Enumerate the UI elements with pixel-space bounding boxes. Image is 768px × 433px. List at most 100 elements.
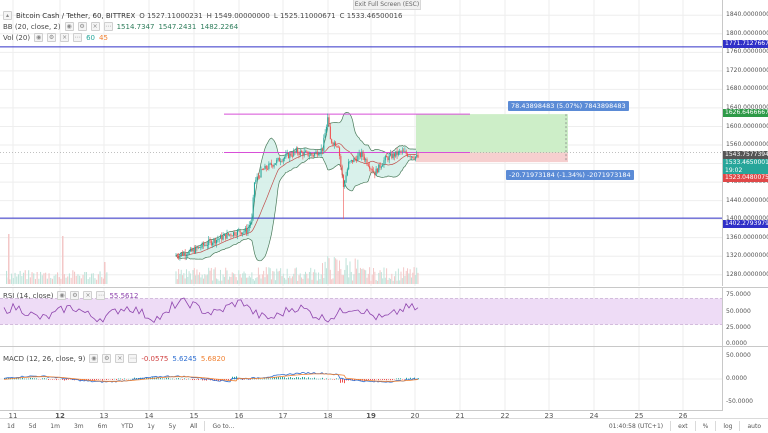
goto-button[interactable]: Go to... [205,423,241,430]
more-icon[interactable]: ⋯ [104,22,113,31]
range-button-3m[interactable]: 3m [67,423,91,430]
volume-bar [357,260,358,284]
visibility-icon[interactable]: ◉ [34,33,43,42]
more-icon[interactable]: ⋯ [128,354,137,363]
macd-histogram-bar [290,377,291,379]
volume-bar [21,276,22,284]
candle-body [391,154,392,159]
volume-bar [16,276,17,284]
volume-bar [292,276,293,284]
range-button-5d[interactable]: 5d [22,423,44,430]
bb-value-1: 1514.7347 [117,23,155,31]
close-icon[interactable]: × [60,33,69,42]
collapse-icon[interactable]: ▴ [3,11,12,20]
macd-histogram-bar [176,378,177,379]
more-icon[interactable]: ⋯ [96,291,105,300]
candle-body [270,163,271,164]
range-button-1d[interactable]: 1d [0,423,22,430]
candle-body [335,142,336,146]
candle-body [185,253,186,256]
bb-value-2: 1547.2431 [158,23,196,31]
macd-histogram-bar [158,378,159,379]
candle-body [181,253,182,255]
volume-bar [216,279,217,284]
vol-value-2: 45 [99,34,108,42]
visibility-icon[interactable]: ◉ [89,354,98,363]
volume-bar [276,269,277,284]
volume-bar [318,272,319,284]
macd-histogram-bar [244,379,245,380]
macd-histogram-bar [382,379,383,380]
scale-button-log[interactable]: log [716,423,739,430]
candle-body [285,154,286,157]
close-icon[interactable]: × [91,22,100,31]
macd-histogram-bar [188,379,189,380]
volume-bar [213,269,214,284]
macd-histogram-bar [292,378,293,379]
candle-body [361,152,362,157]
volume-bar [412,273,413,284]
macd-histogram-bar [370,379,371,380]
scale-button-auto[interactable]: auto [740,423,768,430]
volume-bar [389,278,390,284]
visibility-icon[interactable]: ◉ [65,22,74,31]
volume-bar [249,276,250,284]
price-tick-label: 1680.00000000 [726,85,768,92]
macd-histogram-bar [182,379,183,380]
candle-body [254,182,255,197]
candle-body [415,157,416,159]
candle-body [183,253,184,255]
stop-callout: -20.71973184 (-1.34%) -2071973184 [506,170,634,180]
scale-button-ext[interactable]: ext [671,423,695,430]
close-icon[interactable]: × [115,354,124,363]
volume-bar [272,271,273,284]
volume-bar [267,274,268,284]
candle-body [280,161,281,162]
macd-histogram-bar [184,378,185,379]
exit-fullscreen-button[interactable]: Exit Full Screen (ESC) [353,0,421,10]
range-button-all[interactable]: All [183,423,204,430]
settings-icon[interactable]: ⚙ [70,291,79,300]
candle-body [338,147,339,148]
settings-icon[interactable]: ⚙ [102,354,111,363]
volume-bar [376,280,377,284]
macd-histogram-bar [112,379,113,380]
volume-bar [74,272,75,284]
volume-bar [326,268,327,284]
volume-bar [283,274,284,284]
price-pane[interactable] [0,0,722,286]
visibility-icon[interactable]: ◉ [57,291,66,300]
price-axis[interactable]: 1840.000000001800.000000001760.000000001… [722,0,768,286]
settings-icon[interactable]: ⚙ [78,22,87,31]
candle-body [224,234,225,236]
volume-bar [266,267,267,284]
range-button-ytd[interactable]: YTD [114,423,140,430]
candle-body [259,177,260,178]
macd-histogram-bar [404,379,405,380]
volume-bar [49,273,50,284]
scale-button-percent[interactable]: % [696,423,716,430]
volume-bar [408,273,409,284]
range-button-5y[interactable]: 5y [162,423,183,430]
volume-bar [33,273,34,284]
range-button-6m[interactable]: 6m [91,423,115,430]
volume-bar [334,257,335,284]
candle-body [288,153,289,158]
close-icon[interactable]: × [83,291,92,300]
macd-histogram-bar [42,378,43,379]
volume-bar [351,272,352,284]
volume-bar [229,277,230,284]
candle-body [175,255,176,256]
volume-bar [278,271,279,284]
volume-bar [254,281,255,284]
range-button-1y[interactable]: 1y [140,423,161,430]
settings-icon[interactable]: ⚙ [47,33,56,42]
range-button-1m[interactable]: 1m [43,423,67,430]
candle-body [360,153,361,157]
macd-histogram-bar [314,378,315,380]
more-icon[interactable]: ⋯ [73,33,82,42]
volume-bar [339,261,340,284]
